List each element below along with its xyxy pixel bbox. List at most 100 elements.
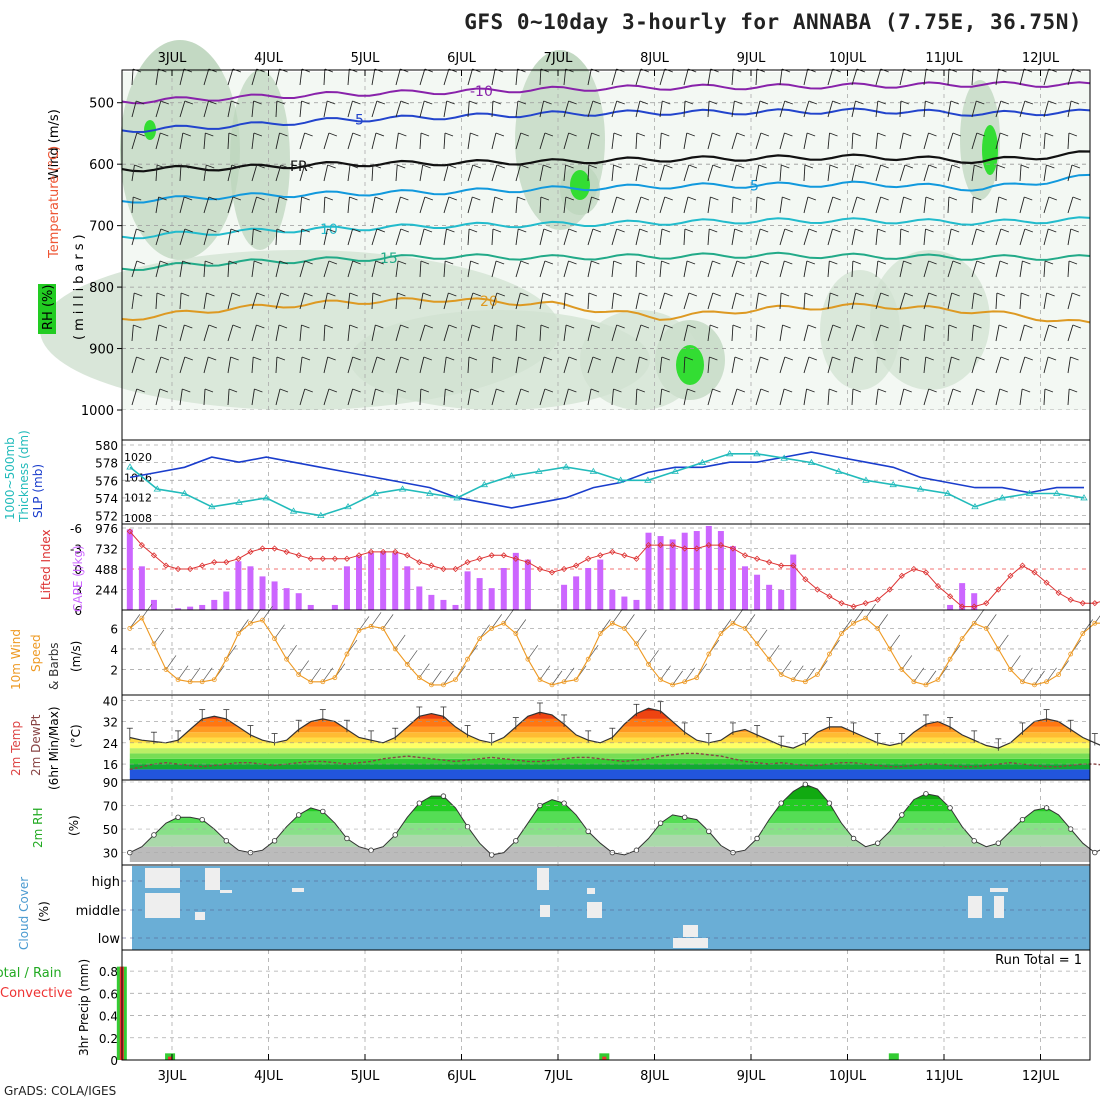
panel-bg-wind — [122, 610, 1090, 695]
barb-flag — [780, 292, 790, 297]
barb-flag — [492, 228, 502, 233]
cape-bar — [464, 571, 471, 610]
wind10-barb — [1082, 619, 1094, 634]
barb-shaft — [275, 132, 280, 150]
barb-shaft — [683, 356, 686, 374]
wind10-marker — [573, 677, 579, 683]
barb-flag — [616, 196, 625, 201]
barb-shaft — [659, 132, 662, 150]
thickness-marker — [344, 502, 352, 510]
barb-flag — [184, 324, 193, 329]
barb-shaft — [179, 132, 184, 150]
li-marker — [355, 552, 363, 559]
barb-shaft — [395, 164, 398, 182]
barb-flag — [998, 324, 1008, 329]
barb-shaft — [875, 356, 878, 374]
barb-shaft — [659, 196, 666, 214]
barb-shaft — [755, 196, 758, 214]
barb-shaft — [203, 164, 207, 182]
barb-shaft — [587, 388, 592, 406]
wind10-barb — [1046, 667, 1057, 682]
barb-shaft — [251, 260, 255, 278]
top-date-5JUL: 5JUL — [351, 51, 381, 66]
cape-bar — [729, 546, 736, 610]
barb-shaft — [323, 100, 328, 118]
barb-flag — [925, 324, 934, 329]
barb-flag — [1024, 324, 1033, 329]
barb-shaft — [1043, 100, 1049, 118]
barb-shaft — [971, 388, 978, 406]
barb-flag — [565, 292, 574, 297]
barb-shaft — [803, 356, 810, 374]
rh-blob — [870, 250, 990, 390]
barb-shaft — [563, 196, 567, 214]
barb-shaft — [827, 324, 834, 342]
barb-shaft — [587, 196, 592, 214]
cape-bar — [416, 586, 423, 610]
li-marker — [500, 552, 507, 559]
barb-shaft — [131, 324, 134, 342]
barb-shaft — [851, 388, 854, 406]
barb-flag — [782, 196, 791, 201]
barb-flag — [877, 100, 887, 105]
li-marker — [633, 555, 640, 562]
li-marker — [838, 600, 845, 607]
li-marker — [802, 576, 809, 583]
barb-flag — [328, 260, 338, 265]
cloud-block — [540, 905, 550, 917]
li-marker — [476, 555, 483, 562]
barb-shaft — [899, 100, 902, 118]
wind10-barb — [636, 629, 647, 644]
wind10-marker — [441, 682, 446, 688]
barb-flag — [661, 260, 670, 265]
barb-shaft — [323, 388, 330, 406]
barb-shaft — [779, 68, 783, 86]
wind10-marker — [163, 667, 169, 672]
barb-flag — [832, 196, 841, 201]
li-marker — [862, 600, 869, 607]
isotherm-label--10: -10 — [470, 84, 493, 100]
barb-flag — [710, 196, 719, 201]
wind10-barb — [262, 605, 273, 621]
barb-shaft — [539, 68, 542, 86]
wind10-barb — [792, 665, 804, 680]
cloud-block — [292, 888, 304, 892]
ylabel-rh2m: 2m RH — [31, 808, 45, 849]
barb-shaft — [515, 228, 519, 246]
li-marker — [1043, 579, 1050, 586]
barb-flag — [492, 100, 502, 105]
rh-marker — [947, 805, 953, 811]
barb-flag — [204, 260, 214, 265]
barb-flag — [760, 228, 769, 233]
li-marker — [657, 542, 664, 549]
barb-flag — [829, 260, 838, 265]
barb-flag — [639, 100, 649, 105]
barb-flag — [1000, 356, 1010, 361]
wind10-barb — [1010, 655, 1021, 670]
barb-flag — [232, 196, 242, 201]
wind10-marker — [621, 625, 627, 631]
barb-flag — [543, 164, 552, 169]
rh-marker — [706, 828, 712, 835]
barb-shaft — [947, 228, 952, 246]
top-date-6JUL: 6JUL — [447, 51, 477, 66]
barb-flag — [976, 100, 985, 105]
cape-bar — [669, 539, 676, 610]
barb-shaft — [683, 68, 689, 86]
barb-flag — [951, 356, 960, 361]
li-marker — [380, 548, 387, 555]
thickness-marker — [862, 476, 870, 483]
barb-shaft — [515, 132, 522, 150]
barb-shaft — [1067, 164, 1073, 182]
barb-flag — [709, 356, 718, 361]
wind10-marker — [995, 646, 1001, 652]
barb-flag — [495, 260, 505, 265]
barb-shaft — [491, 196, 496, 214]
barb-flag — [855, 228, 864, 233]
cape-bar — [380, 551, 387, 610]
barb-flag — [208, 196, 217, 201]
wind10-marker — [537, 677, 543, 683]
y-tick-label: 578 — [95, 457, 118, 471]
barb-flag — [472, 164, 481, 169]
barb-flag — [640, 196, 650, 201]
